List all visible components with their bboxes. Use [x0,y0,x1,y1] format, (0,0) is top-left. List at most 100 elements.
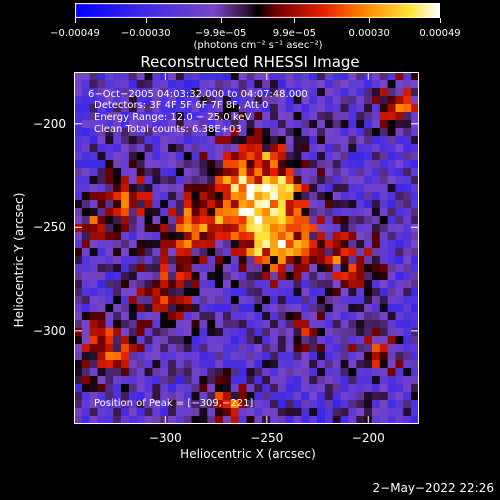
heatmap-cell [293,240,302,249]
colorbar-tick-label: −0.00030 [120,28,171,39]
heatmap-cell [403,96,412,105]
heatmap-cell [128,80,138,89]
heatmap-cell [121,360,130,369]
heatmap-cell [222,328,232,337]
heatmap-cell [97,416,106,424]
heatmap-cell [270,264,279,273]
heatmap-cell [348,80,357,89]
heatmap-cell [411,312,419,321]
heatmap-cell [387,328,397,337]
heatmap-cell [277,416,287,424]
heatmap-cell [128,192,138,201]
heatmap-cell [262,328,271,337]
heatmap-cell [379,272,389,281]
heatmap-cell [230,184,240,193]
heatmap-cell [246,96,255,105]
heatmap-cell [152,248,161,257]
heatmap-cell [152,320,161,329]
heatmap-cell [356,384,365,393]
heatmap-cell [238,232,248,241]
heatmap-cell [395,392,404,401]
heatmap-cell [309,264,318,273]
heatmap-cell [191,216,201,225]
heatmap-cell [81,288,91,297]
heatmap-cell [105,376,114,385]
heatmap-cell [301,216,310,225]
heatmap-cell [168,408,177,417]
heatmap-cell [74,408,83,417]
heatmap-cell [222,360,232,369]
heatmap-cell [371,280,381,289]
heatmap-cell [285,256,295,265]
heatmap-cell [379,184,389,193]
heatmap-cell [168,392,177,401]
heatmap-cell [254,352,263,361]
heatmap-cell [97,376,106,385]
heatmap-cell [348,392,357,401]
heatmap-cell [168,304,177,313]
heatmap-cell [309,328,318,337]
heatmap-cell [222,288,232,297]
heatmap-cell [89,216,99,225]
heatmap-cell [246,176,255,185]
heatmap-cell [89,160,99,169]
heatmap-cell [105,360,114,369]
heatmap-cell [113,272,122,281]
heatmap-cell [215,184,224,193]
heatmap-cell [160,280,169,289]
heatmap-cell [364,320,373,329]
heatmap-cell [246,376,255,385]
heatmap-cell [105,184,114,193]
heatmap-cell [403,288,412,297]
heatmap-cell [215,320,224,329]
heatmap-cell [113,344,122,353]
heatmap-cell [317,408,326,417]
heatmap-cell [199,240,208,249]
heatmap-cell [332,96,342,105]
heatmap-cell [356,296,365,305]
heatmap-cell [128,144,138,153]
heatmap-cell [356,336,365,345]
heatmap-cell [74,160,83,169]
heatmap-cell [403,408,412,417]
heatmap-cell [309,256,318,265]
heatmap-cell [144,160,154,169]
heatmap-cell [128,264,138,273]
heatmap-cell [207,160,216,169]
heatmap-cell [403,224,412,233]
heatmap-cell [317,136,326,145]
heatmap-cell [238,104,248,113]
heatmap-cell [254,192,263,201]
heatmap-cell [387,88,397,97]
heatmap-cell [207,72,216,81]
heatmap-cell [293,120,302,129]
heatmap-cell [81,264,91,273]
heatmap-cell [207,104,216,113]
heatmap-cell [222,120,232,129]
heatmap-cell [121,248,130,257]
heatmap-cell [144,168,154,177]
heatmap-cell [144,216,154,225]
heatmap-cell [199,224,208,233]
heatmap-cell [74,192,83,201]
heatmap-cell [301,128,310,137]
heatmap-cell [183,224,193,233]
heatmap-cell [97,168,106,177]
heatmap-cell [230,192,240,201]
heatmap-cell [332,232,342,241]
heatmap-cell [152,120,161,129]
heatmap-cell [254,256,263,265]
heatmap-cell [364,112,373,121]
heatmap-cell [348,248,357,257]
heatmap-cell [222,272,232,281]
heatmap-cell [207,128,216,137]
heatmap-cell [105,160,114,169]
heatmap-cell [81,184,91,193]
heatmap-cell [113,384,122,393]
heatmap-cell [262,184,271,193]
heatmap-cell [191,88,201,97]
heatmap-cell [348,264,357,273]
heatmap-cell [136,224,146,233]
heatmap-cell [238,296,248,305]
heatmap-cell [168,240,177,249]
